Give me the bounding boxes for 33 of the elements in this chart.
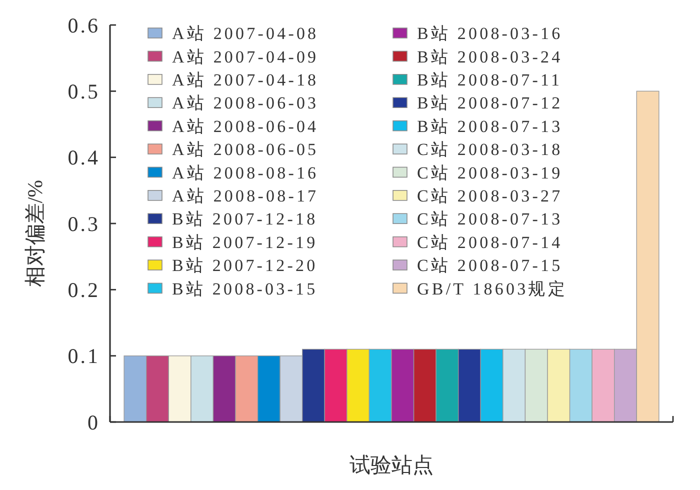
legend-label: C站 2008-03-27 bbox=[417, 186, 563, 206]
y-tick-label: 0.4 bbox=[68, 146, 100, 170]
legend-label: A站 2007-04-18 bbox=[172, 70, 319, 90]
y-tick-label: 0.2 bbox=[68, 278, 100, 302]
legend-label: C站 2008-03-19 bbox=[417, 163, 563, 182]
legend-label: A站 2007-04-09 bbox=[172, 47, 319, 66]
y-tick-label: 0.3 bbox=[68, 212, 100, 236]
legend-label: B站 2008-03-24 bbox=[417, 47, 563, 66]
legend-label: B站 2008-03-15 bbox=[172, 279, 318, 298]
legend-label: B站 2008-03-16 bbox=[417, 24, 563, 44]
legend-label: B站 2007-12-18 bbox=[172, 210, 318, 229]
legend-label: GB/T 18603规定 bbox=[417, 279, 568, 298]
legend-label: B站 2008-07-11 bbox=[417, 70, 562, 90]
legend-label: B站 2007-12-20 bbox=[172, 256, 318, 276]
legend-label: A站 2008-08-16 bbox=[172, 163, 319, 182]
legend-label: C站 2008-03-18 bbox=[417, 140, 563, 160]
legend-label: A站 2008-06-05 bbox=[172, 140, 319, 160]
legend-label: C站 2008-07-14 bbox=[417, 232, 563, 252]
legend-label: A站 2008-06-03 bbox=[172, 94, 319, 113]
legend-label: B站 2008-07-12 bbox=[417, 94, 563, 113]
y-tick-label: 0 bbox=[88, 410, 100, 434]
legend-label: A站 2008-06-04 bbox=[172, 116, 319, 136]
legend-label: C站 2008-07-15 bbox=[417, 256, 563, 276]
y-tick-label: 0.1 bbox=[68, 344, 100, 368]
y-axis-title: 相对偏差/% bbox=[23, 180, 47, 288]
legend-label: A站 2008-08-17 bbox=[172, 186, 319, 206]
legend-label: B站 2008-07-13 bbox=[417, 116, 563, 136]
y-tick-label: 0.6 bbox=[68, 13, 100, 38]
legend-label: C站 2008-07-13 bbox=[417, 210, 563, 229]
legend-label: A站 2007-04-08 bbox=[172, 24, 319, 44]
x-axis-title: 试验站点 bbox=[350, 453, 434, 477]
legend-label: B站 2007-12-19 bbox=[172, 232, 318, 252]
y-tick-label: 0.5 bbox=[68, 80, 100, 104]
